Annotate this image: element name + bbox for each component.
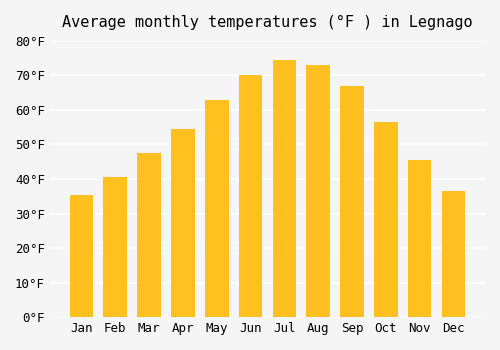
Bar xyxy=(205,100,229,317)
Bar xyxy=(408,160,432,317)
Bar xyxy=(171,129,194,317)
Bar xyxy=(306,65,330,317)
Bar xyxy=(104,177,127,317)
Bar xyxy=(70,195,94,317)
Bar xyxy=(374,122,398,317)
Bar xyxy=(272,60,296,317)
Bar xyxy=(238,76,262,317)
Bar xyxy=(138,153,161,317)
Title: Average monthly temperatures (°F ) in Legnago: Average monthly temperatures (°F ) in Le… xyxy=(62,15,472,30)
Bar xyxy=(340,86,364,317)
Bar xyxy=(442,191,465,317)
